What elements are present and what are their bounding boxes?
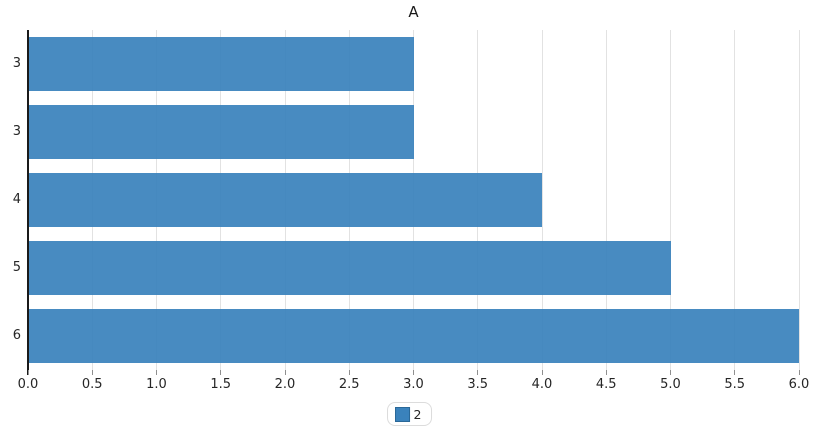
chart-title: A [408,3,419,21]
y-axis-spine [27,30,29,375]
bar [28,37,414,91]
x-tick [541,370,543,375]
x-tick [348,370,350,375]
plot-area [27,30,800,370]
x-tick [477,370,479,375]
x-tick-label: 5.5 [724,377,746,392]
x-tick-label: 6.0 [788,377,810,392]
x-tick [284,370,286,375]
bar [28,173,542,227]
bar [28,105,414,159]
x-tick [220,370,222,375]
x-tick-label: 1.5 [210,377,232,392]
bar [28,309,799,363]
x-tick-label: 4.5 [595,377,617,392]
gridline [605,30,607,370]
y-tick-label: 5 [12,260,21,275]
gridline [541,30,543,370]
x-tick [156,370,157,375]
gridline [798,30,800,370]
x-tick [670,370,671,375]
x-tick [27,370,29,375]
y-tick-label: 4 [12,192,21,207]
x-tick-label: 2.0 [274,377,296,392]
y-tick-label: 3 [12,124,21,139]
x-tick-label: 5.0 [660,377,681,392]
legend-swatch-icon [394,406,410,422]
y-tick-label: 6 [12,328,21,343]
x-tick [91,370,93,375]
y-tick-label: 3 [12,56,21,71]
bar [28,241,671,295]
gridline [734,30,736,370]
x-tick-label: 1.0 [146,377,167,392]
x-tick-label: 3.0 [403,377,424,392]
x-tick [605,370,607,375]
x-tick-label: 2.5 [338,377,360,392]
x-tick [413,370,414,375]
x-tick-label: 3.5 [467,377,489,392]
gridline [670,30,671,370]
legend: 2 [386,402,433,426]
legend-label: 2 [413,406,422,422]
x-tick [734,370,736,375]
x-tick-label: 4.0 [531,377,553,392]
x-tick [798,370,800,375]
x-tick-label: 0.0 [17,377,39,392]
x-tick-label: 0.5 [81,377,103,392]
